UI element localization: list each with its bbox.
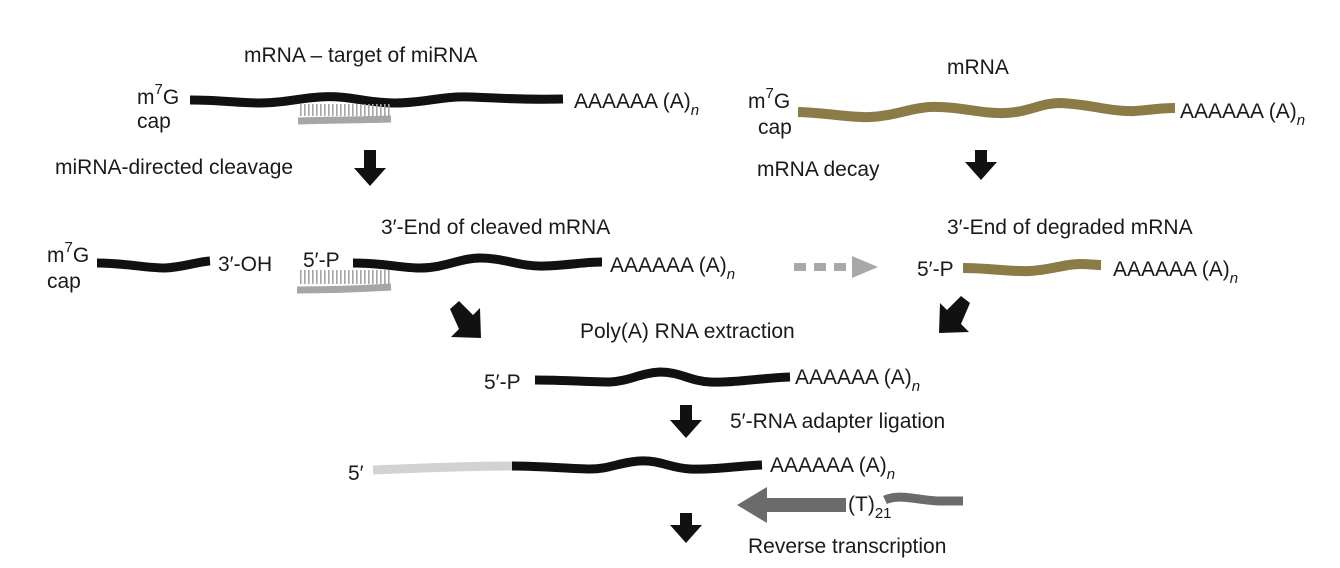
extracted-polya: AAAAAA (A)n — [795, 366, 920, 395]
decay-step-label: mRNA decay — [757, 158, 880, 181]
cleaved-cap-label: m7G — [47, 239, 89, 267]
dashed-arrow-head — [852, 256, 878, 278]
cleaved-mrna-strand — [352, 253, 603, 273]
rt-primer-arrow — [737, 487, 846, 523]
decayed-mrna-strand — [797, 97, 1176, 123]
mrna-title: mRNA — [947, 56, 1009, 79]
cleavage-step-label: miRNA-directed cleavage — [55, 156, 293, 179]
target-mirna-strand — [297, 115, 392, 125]
target-mrna-cap-word: cap — [137, 110, 171, 133]
extracted-5p-label: 5′-P — [484, 371, 521, 394]
decay-arrow — [965, 150, 997, 180]
extracted-mrna-strand — [534, 367, 791, 387]
mrna-polya: AAAAAA (A)n — [1180, 100, 1305, 129]
rna-adapter-strand — [372, 461, 513, 475]
cleaved-mirna-strand — [296, 283, 392, 294]
degraded-5p-label: 5′-P — [917, 258, 954, 281]
right-converge-arrow — [939, 296, 970, 333]
rt-step-label: Reverse transcription — [748, 535, 946, 558]
target-mrna-cap-label: m7G — [137, 81, 179, 109]
adapter-5p-label: 5′ — [348, 462, 364, 485]
ligation-step-label: 5′-RNA adapter ligation — [730, 410, 945, 433]
three-prime-oh-label: 3′-OH — [218, 253, 272, 276]
degraded-mrna-strand — [962, 258, 1102, 277]
mrna-cap-word: cap — [758, 116, 792, 139]
rt-arrow — [670, 513, 702, 543]
target-mrna-strand — [189, 92, 564, 108]
cleaved-mirna-teeth — [299, 270, 391, 284]
degraded-mrna-title: 3′-End of degraded mRNA — [947, 216, 1193, 239]
left-converge-arrow — [450, 301, 481, 338]
degraded-polya: AAAAAA (A)n — [1113, 258, 1238, 287]
ligated-polya: AAAAAA (A)n — [770, 454, 895, 483]
extraction-step-label: Poly(A) RNA extraction — [580, 320, 795, 343]
target-mirna-teeth — [299, 104, 391, 116]
cleavage-arrow — [354, 150, 386, 186]
target-mrna-polya: AAAAAA (A)n — [574, 90, 699, 119]
target-mrna-title: mRNA – target of miRNA — [244, 44, 477, 67]
cleaved-polya: AAAAAA (A)n — [610, 254, 735, 283]
cleaved-5p-label: 5′-P — [303, 249, 340, 272]
mrna-cap-label: m7G — [748, 85, 790, 113]
cleaved-cap-word: cap — [47, 270, 81, 293]
oligo-dt-label: (T)21 — [848, 493, 892, 522]
ligated-mrna-strand — [511, 456, 763, 474]
oligo-dt-strand — [883, 492, 963, 506]
ligation-arrow — [670, 405, 702, 438]
cleaved-mrna-title: 3′-End of cleaved mRNA — [381, 216, 610, 239]
five-prime-fragment — [96, 256, 211, 273]
